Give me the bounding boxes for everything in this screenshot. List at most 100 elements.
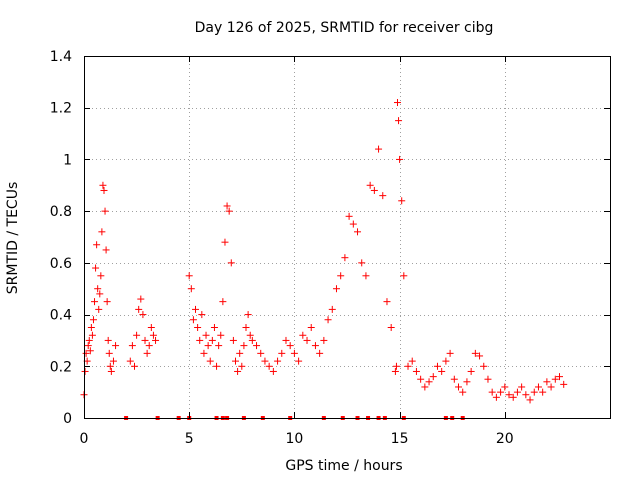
data-point bbox=[94, 285, 102, 293]
data-point bbox=[379, 192, 387, 200]
data-point bbox=[261, 357, 269, 365]
y-tick-label: 0.8 bbox=[50, 204, 72, 220]
data-point bbox=[206, 357, 214, 365]
data-point bbox=[421, 383, 429, 391]
data-point bbox=[408, 357, 416, 365]
data-point bbox=[89, 316, 97, 324]
data-point bbox=[476, 352, 484, 360]
data-point bbox=[392, 362, 400, 370]
data-point bbox=[269, 367, 277, 375]
data-point bbox=[192, 305, 200, 313]
data-point bbox=[513, 388, 521, 396]
data-point bbox=[143, 349, 151, 357]
data-point bbox=[316, 349, 324, 357]
data-point bbox=[446, 349, 454, 357]
data-point bbox=[358, 259, 366, 267]
data-point bbox=[96, 290, 104, 298]
data-point bbox=[244, 311, 252, 319]
data-point bbox=[135, 305, 143, 313]
data-point bbox=[240, 342, 248, 350]
data-point bbox=[97, 272, 105, 280]
data-point bbox=[282, 336, 290, 344]
x-tick-label: 10 bbox=[285, 431, 303, 447]
data-point bbox=[274, 357, 282, 365]
data-point bbox=[238, 362, 246, 370]
x-axis-label: GPS time / hours bbox=[285, 458, 402, 474]
data-point bbox=[455, 383, 463, 391]
data-point bbox=[225, 207, 233, 215]
data-point bbox=[442, 357, 450, 365]
data-point bbox=[242, 324, 250, 331]
x-tick-label: 15 bbox=[391, 431, 409, 447]
data-point bbox=[278, 349, 286, 357]
data-point bbox=[484, 375, 492, 383]
data-point bbox=[534, 383, 542, 391]
data-point bbox=[324, 316, 332, 324]
data-point bbox=[106, 362, 114, 370]
data-point bbox=[217, 331, 225, 339]
data-point bbox=[509, 393, 517, 401]
data-point bbox=[412, 367, 420, 375]
data-point bbox=[98, 228, 106, 236]
y-tick-label: 0.6 bbox=[50, 256, 72, 272]
data-point bbox=[471, 349, 479, 357]
data-point bbox=[328, 305, 336, 313]
data-point bbox=[492, 393, 500, 401]
data-point bbox=[501, 383, 509, 391]
data-point bbox=[87, 324, 95, 331]
data-point bbox=[85, 336, 93, 344]
data-point bbox=[398, 197, 406, 205]
data-point bbox=[92, 264, 100, 272]
data-point bbox=[210, 324, 218, 331]
data-point bbox=[332, 285, 340, 293]
data-point bbox=[299, 331, 307, 339]
data-point bbox=[265, 362, 273, 370]
data-point bbox=[84, 342, 92, 350]
data-point bbox=[556, 373, 564, 381]
data-point bbox=[223, 202, 231, 210]
data-point bbox=[349, 220, 357, 228]
data-point bbox=[100, 186, 108, 194]
data-point bbox=[543, 378, 551, 386]
data-point bbox=[215, 342, 223, 350]
data-point bbox=[189, 316, 197, 324]
data-point bbox=[130, 362, 138, 370]
data-point bbox=[257, 349, 265, 357]
data-point bbox=[467, 367, 475, 375]
data-point bbox=[311, 342, 319, 350]
y-tick-label: 1 bbox=[63, 152, 72, 168]
data-point bbox=[530, 388, 538, 396]
data-point bbox=[202, 331, 210, 339]
data-point bbox=[99, 181, 107, 189]
data-point bbox=[102, 246, 110, 254]
data-point bbox=[236, 349, 244, 357]
data-point bbox=[417, 375, 425, 383]
y-tick-label: 0.2 bbox=[50, 359, 72, 375]
axes: 0 5 10 15 20 0 0.2 0.4 0.6 0.8 1 1.2 1.4 bbox=[50, 49, 610, 447]
data-point bbox=[383, 298, 391, 306]
data-point bbox=[551, 375, 559, 383]
data-point bbox=[393, 99, 401, 107]
data-point bbox=[185, 272, 193, 280]
data-point bbox=[459, 388, 467, 396]
data-point bbox=[362, 272, 370, 280]
data-point bbox=[234, 367, 242, 375]
data-point bbox=[112, 342, 120, 350]
grid bbox=[84, 56, 610, 418]
data-point bbox=[128, 342, 136, 350]
data-point bbox=[82, 349, 90, 357]
data-point bbox=[104, 336, 112, 344]
data-point bbox=[152, 336, 160, 344]
data-point bbox=[400, 272, 408, 280]
data-point bbox=[147, 324, 155, 331]
data-point bbox=[105, 349, 113, 357]
data-point bbox=[101, 207, 109, 215]
data-point bbox=[395, 117, 403, 125]
data-point bbox=[391, 367, 399, 375]
data-point bbox=[137, 295, 145, 303]
data-point bbox=[221, 238, 229, 246]
data-point bbox=[187, 285, 195, 293]
data-point bbox=[81, 367, 89, 375]
data-point bbox=[219, 298, 227, 306]
